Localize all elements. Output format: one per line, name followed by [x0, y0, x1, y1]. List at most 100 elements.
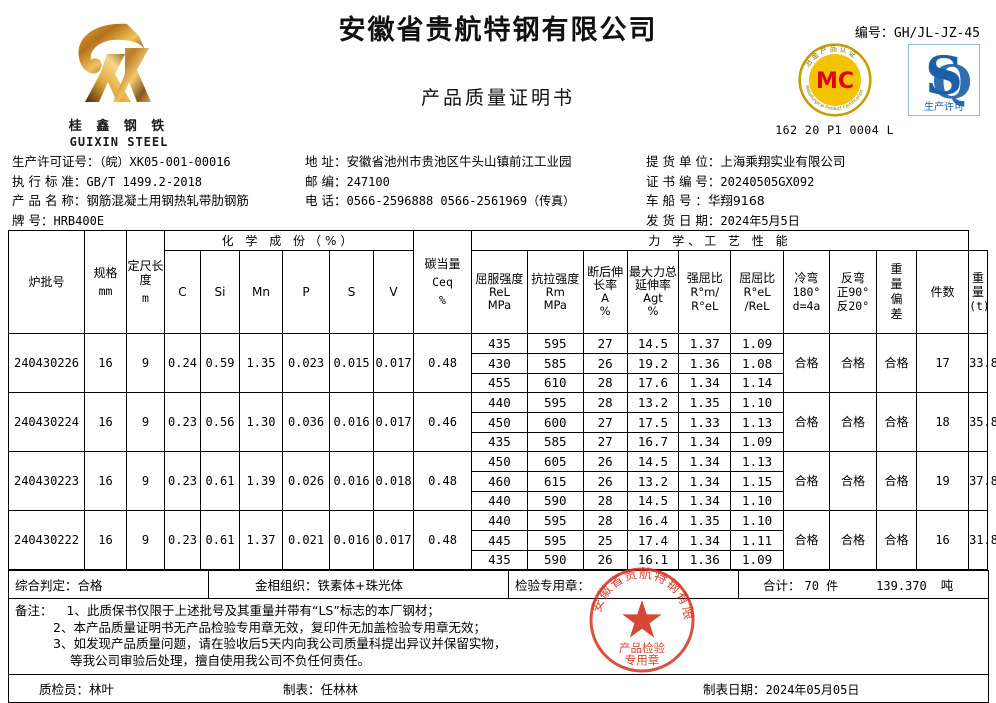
th-cold-bend: 冷弯 180° d=4a: [783, 250, 831, 334]
cell-rm: 595: [528, 510, 584, 531]
cell-v: 0.017: [372, 509, 415, 570]
cell-rm_rel: 1.36: [679, 353, 732, 374]
cell-weight: 31.856: [968, 509, 996, 570]
company-logo: 桂 鑫 钢 铁 GUIXIN STEEL: [44, 18, 194, 149]
cell-agt: 16.7: [628, 432, 680, 452]
th-rel: 屈服强度 ReL MPa: [472, 251, 528, 333]
table-group-header-row: 炉批号 规格 mm 定尺长度 m 化 学 成 份（%） 碳当量 Ceq % 力 …: [8, 230, 988, 334]
mechanical-subrow: 455 610 28 17.6 1.34 1.14: [472, 372, 784, 393]
guixin-steel-logo-icon: [67, 18, 171, 114]
cell-mechanical-group: 440 595 28 16.4 1.35 1.10 445 595 25 17.4 1.34 1.11…: [471, 509, 785, 570]
info-consignee: 提 货 单 位：上海乘翔实业有限公司: [646, 154, 846, 169]
th-heat-no: 炉批号: [8, 230, 85, 334]
cell-weight-deviation: 合格: [876, 391, 918, 452]
th-pieces: 件数: [916, 250, 970, 334]
cell-v: 0.017: [372, 333, 415, 393]
cell-cold-bend: 合格: [783, 333, 831, 393]
cell-ceq: 0.48: [413, 333, 473, 393]
th-p: P: [282, 250, 330, 334]
cell-ceq: 0.48: [413, 450, 473, 511]
cell-p: 0.023: [282, 333, 330, 393]
info-certificate-no: 证 书 编 号：20240505GX092: [646, 173, 815, 189]
table-row: 240430223 16 9 0.23 0.61 1.39 0.026 0.016 0.018 0…: [8, 450, 996, 511]
th-group-mechanical: 力 学、工 艺 性 能: [471, 230, 970, 251]
cell-c: 0.23: [164, 391, 201, 452]
cell-mechanical-group: 435 595 27 14.5 1.37 1.09 430 585 26 19.2 1.36 1.08…: [471, 333, 785, 393]
mechanical-subrow: 440 590 28 14.5 1.34 1.10: [472, 490, 784, 511]
cell-mn: 1.30: [239, 391, 283, 452]
cell-s: 0.016: [329, 509, 374, 570]
cell-si: 0.56: [200, 391, 240, 452]
logo-chinese-name: 桂 鑫 钢 铁: [68, 119, 170, 134]
cell-cold-bend: 合格: [783, 450, 831, 511]
cell-cold-bend: 合格: [783, 391, 831, 452]
info-block: 生产许可证号：（皖）XK05-001-00016 执 行 标 准：GB/T 14…: [8, 152, 988, 230]
cell-spec: 16: [84, 391, 127, 452]
verdict-cell: 综合判定：合格: [8, 569, 209, 599]
cell-c: 0.23: [164, 450, 201, 511]
cell-rel: 435: [472, 432, 528, 452]
cell-rm: 610: [528, 373, 584, 393]
cell-ceq: 0.46: [413, 391, 473, 452]
cell-mechanical-group: 450 605 26 14.5 1.34 1.13 460 615 26 13.2 1.34 1.15…: [471, 450, 785, 511]
cell-rm: 615: [528, 471, 584, 492]
cell-rel_rel: 1.10: [742, 394, 773, 410]
cell-mn: 1.39: [239, 450, 283, 511]
th-spec: 规格 mm: [84, 230, 127, 334]
cell-pieces: 16: [916, 509, 970, 570]
cell-c: 0.24: [164, 333, 201, 393]
total-cell: 合计： 70 件 139.370 吨: [738, 569, 989, 599]
th-ceq: 碳当量 Ceq %: [413, 230, 473, 334]
mechanical-subrow: 435 590 26 16.1 1.36 1.09: [472, 549, 784, 570]
cell-rm_rel: 1.34: [679, 451, 732, 472]
cell-a: 28: [584, 510, 628, 531]
document-subtitle: 产品质量证明书: [420, 87, 575, 109]
mechanical-subrow: 430 585 26 19.2 1.36 1.08: [472, 353, 784, 374]
info-column-right: 提 货 单 位：上海乘翔实业有限公司 证 书 编 号：20240505GX092…: [646, 152, 845, 230]
table-row: 240430222 16 9 0.23 0.61 1.37 0.021 0.016 0.017 0…: [8, 509, 996, 570]
inspector-field: 质检员：林叶: [39, 681, 115, 697]
cell-rm_rel: 1.34: [679, 432, 732, 452]
cell-a: 27: [584, 432, 628, 452]
cell-rm_rel: 1.34: [679, 471, 732, 492]
cell-rel_rel: 1.08: [742, 355, 773, 371]
th-s: S: [329, 250, 374, 334]
cell-reverse-bend: 合格: [829, 333, 878, 393]
cell-weight: 35.838: [968, 391, 996, 452]
title-block: 安徽省贵航特钢有限公司 产品质量证明书: [8, 8, 988, 110]
cell-rel: 445: [472, 530, 528, 551]
cell-agt: 19.2: [628, 353, 680, 374]
th-weight-deviation: 重量偏差: [876, 250, 918, 334]
th-reverse-bend: 反弯 正90° 反20°: [829, 250, 878, 334]
cell-length: 9: [126, 391, 165, 452]
cell-rel_rel: 1.09: [742, 552, 773, 568]
certification-badges: 冶 金 产 品 认 证 Metallurgical Product Certif…: [775, 42, 981, 137]
mechanical-subrow: 450 600 27 17.5 1.33 1.13: [472, 412, 784, 433]
th-group-chemical: 化 学 成 份（%）: [163, 230, 415, 251]
document-header: 桂 鑫 钢 铁 GUIXIN STEEL 安徽省贵航特钢有限公司 产品质量证明书…: [8, 0, 988, 152]
note-item-3b: 等我公司审验后处理，擅自使用我公司不负任何责任。: [70, 652, 371, 668]
cell-s: 0.015: [329, 333, 374, 393]
cell-rel_rel: 1.09: [742, 336, 773, 351]
mechanical-subrow: 450 605 26 14.5 1.34 1.13: [472, 451, 783, 472]
mechanical-subrow: 435 595 27 14.5 1.37 1.09: [472, 334, 783, 354]
cell-length: 9: [126, 333, 165, 393]
cell-a: 27: [584, 412, 628, 433]
cell-length: 9: [126, 509, 165, 570]
notes-cell: 备注： 1、此质保书仅限于上述批号及其重量并带有“LS”标志的本厂钢材； 2、本产…: [8, 597, 989, 675]
cell-pieces: 19: [916, 450, 970, 511]
notes-row: 备注： 1、此质保书仅限于上述批号及其重量并带有“LS”标志的本厂钢材； 2、本产…: [8, 597, 989, 675]
sq-production-license-icon: S Q 生产许可: [907, 43, 981, 117]
th-mn: Mn: [239, 250, 283, 334]
cell-heat-no: 240430226: [8, 333, 85, 393]
signature-cell: 质检员：林叶 制表：任林林 制表日期：2024年05月05日: [8, 673, 989, 703]
info-column-left: 生产许可证号：（皖）XK05-001-00016 执 行 标 准：GB/T 14…: [12, 152, 249, 230]
cell-agt: 17.6: [628, 373, 680, 393]
cell-rel: 440: [472, 510, 528, 531]
info-address: 地 址：安徽省池州市贵池区牛头山镇前江工业园: [305, 154, 572, 169]
info-vehicle-no: 车 船 号 ：华翔9168: [646, 193, 765, 208]
cell-rm_rel: 1.35: [679, 510, 732, 531]
cell-si: 0.61: [200, 509, 240, 570]
cell-agt: 16.4: [628, 510, 680, 531]
cell-weight-deviation: 合格: [876, 509, 918, 570]
